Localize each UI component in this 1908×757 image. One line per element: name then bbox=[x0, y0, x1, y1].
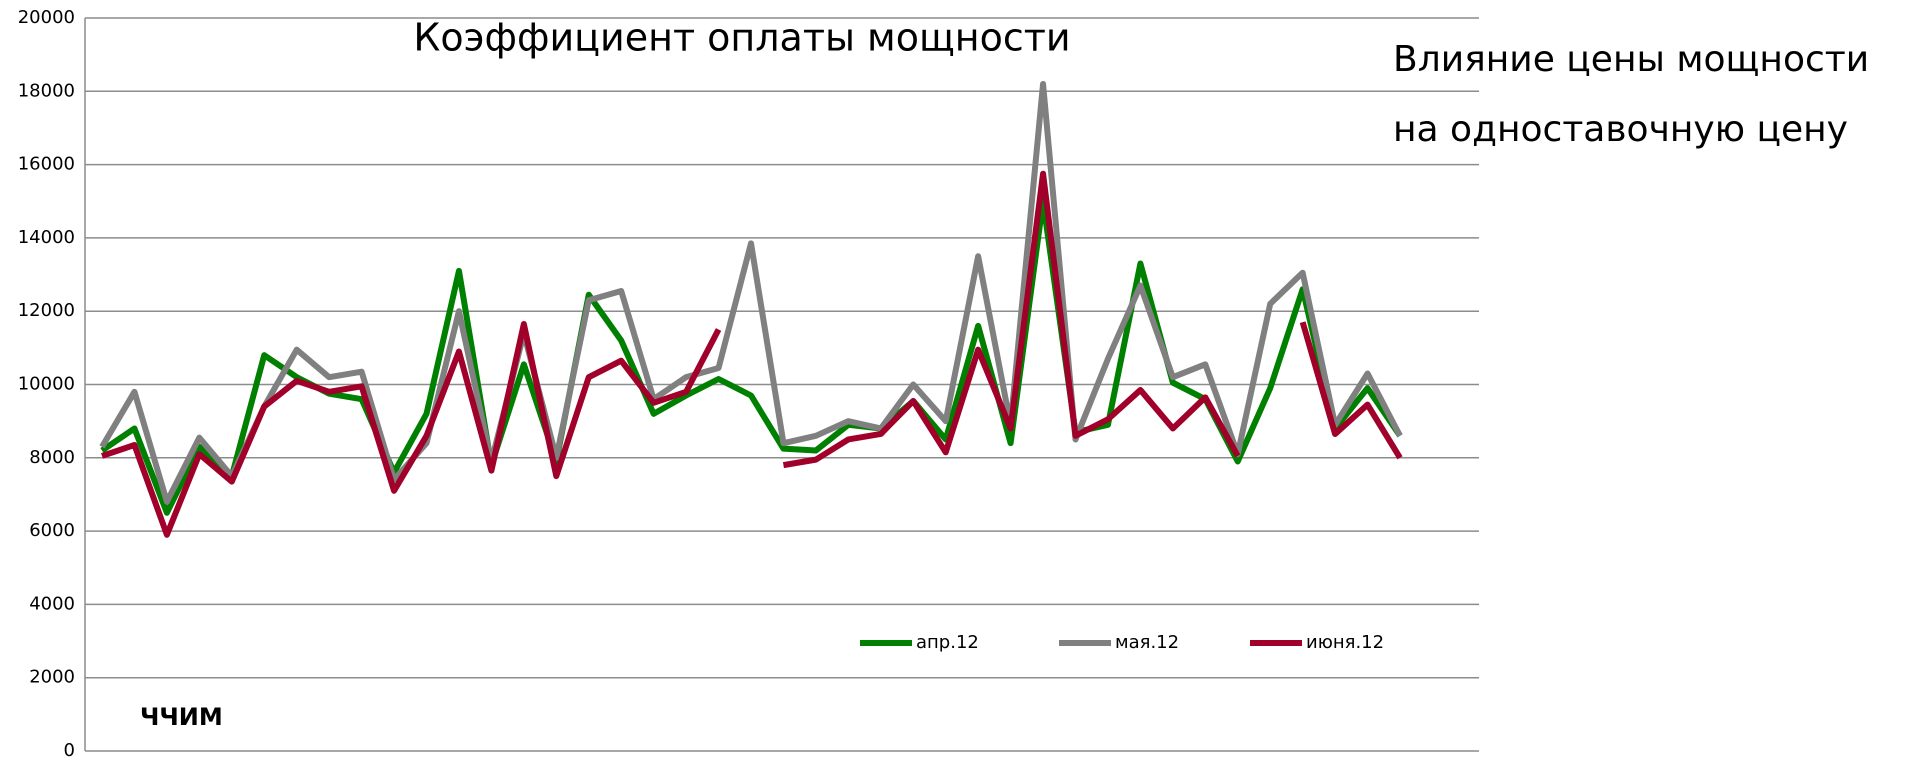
legend-label: июня.12 bbox=[1306, 632, 1384, 653]
y-tick-label: 16000 bbox=[18, 154, 75, 175]
series-line bbox=[1299, 321, 1403, 460]
y-tick-label: 20000 bbox=[18, 7, 75, 28]
legend-label: мая.12 bbox=[1115, 632, 1179, 653]
annotation: ЧЧИМ bbox=[140, 703, 223, 731]
series-line bbox=[99, 80, 1403, 505]
annotation: Влияние цены мощности bbox=[1393, 39, 1869, 80]
legend-label: апр.12 bbox=[916, 632, 979, 653]
y-tick-label: 6000 bbox=[29, 520, 75, 541]
y-tick-label: 0 bbox=[64, 740, 75, 757]
y-tick-label: 10000 bbox=[18, 374, 75, 395]
y-tick-label: 4000 bbox=[29, 593, 75, 614]
y-tick-label: 8000 bbox=[29, 447, 75, 468]
chart-title: Коэффициент оплаты мощности bbox=[413, 16, 1070, 60]
y-tick-label: 14000 bbox=[18, 227, 75, 248]
annotation: на одноставочную цену bbox=[1393, 109, 1848, 150]
y-tick-label: 2000 bbox=[29, 667, 75, 688]
y-tick-label: 12000 bbox=[18, 300, 75, 321]
series-line bbox=[101, 321, 722, 538]
y-tick-label: 18000 bbox=[18, 80, 75, 101]
series-line bbox=[782, 170, 1241, 469]
